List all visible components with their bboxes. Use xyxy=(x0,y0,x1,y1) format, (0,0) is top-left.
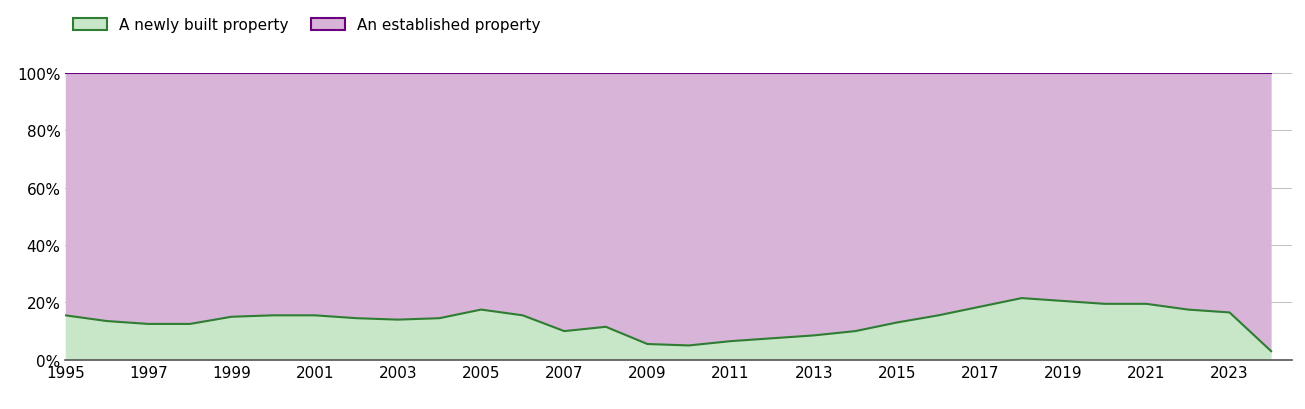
Legend: A newly built property, An established property: A newly built property, An established p… xyxy=(73,18,540,33)
